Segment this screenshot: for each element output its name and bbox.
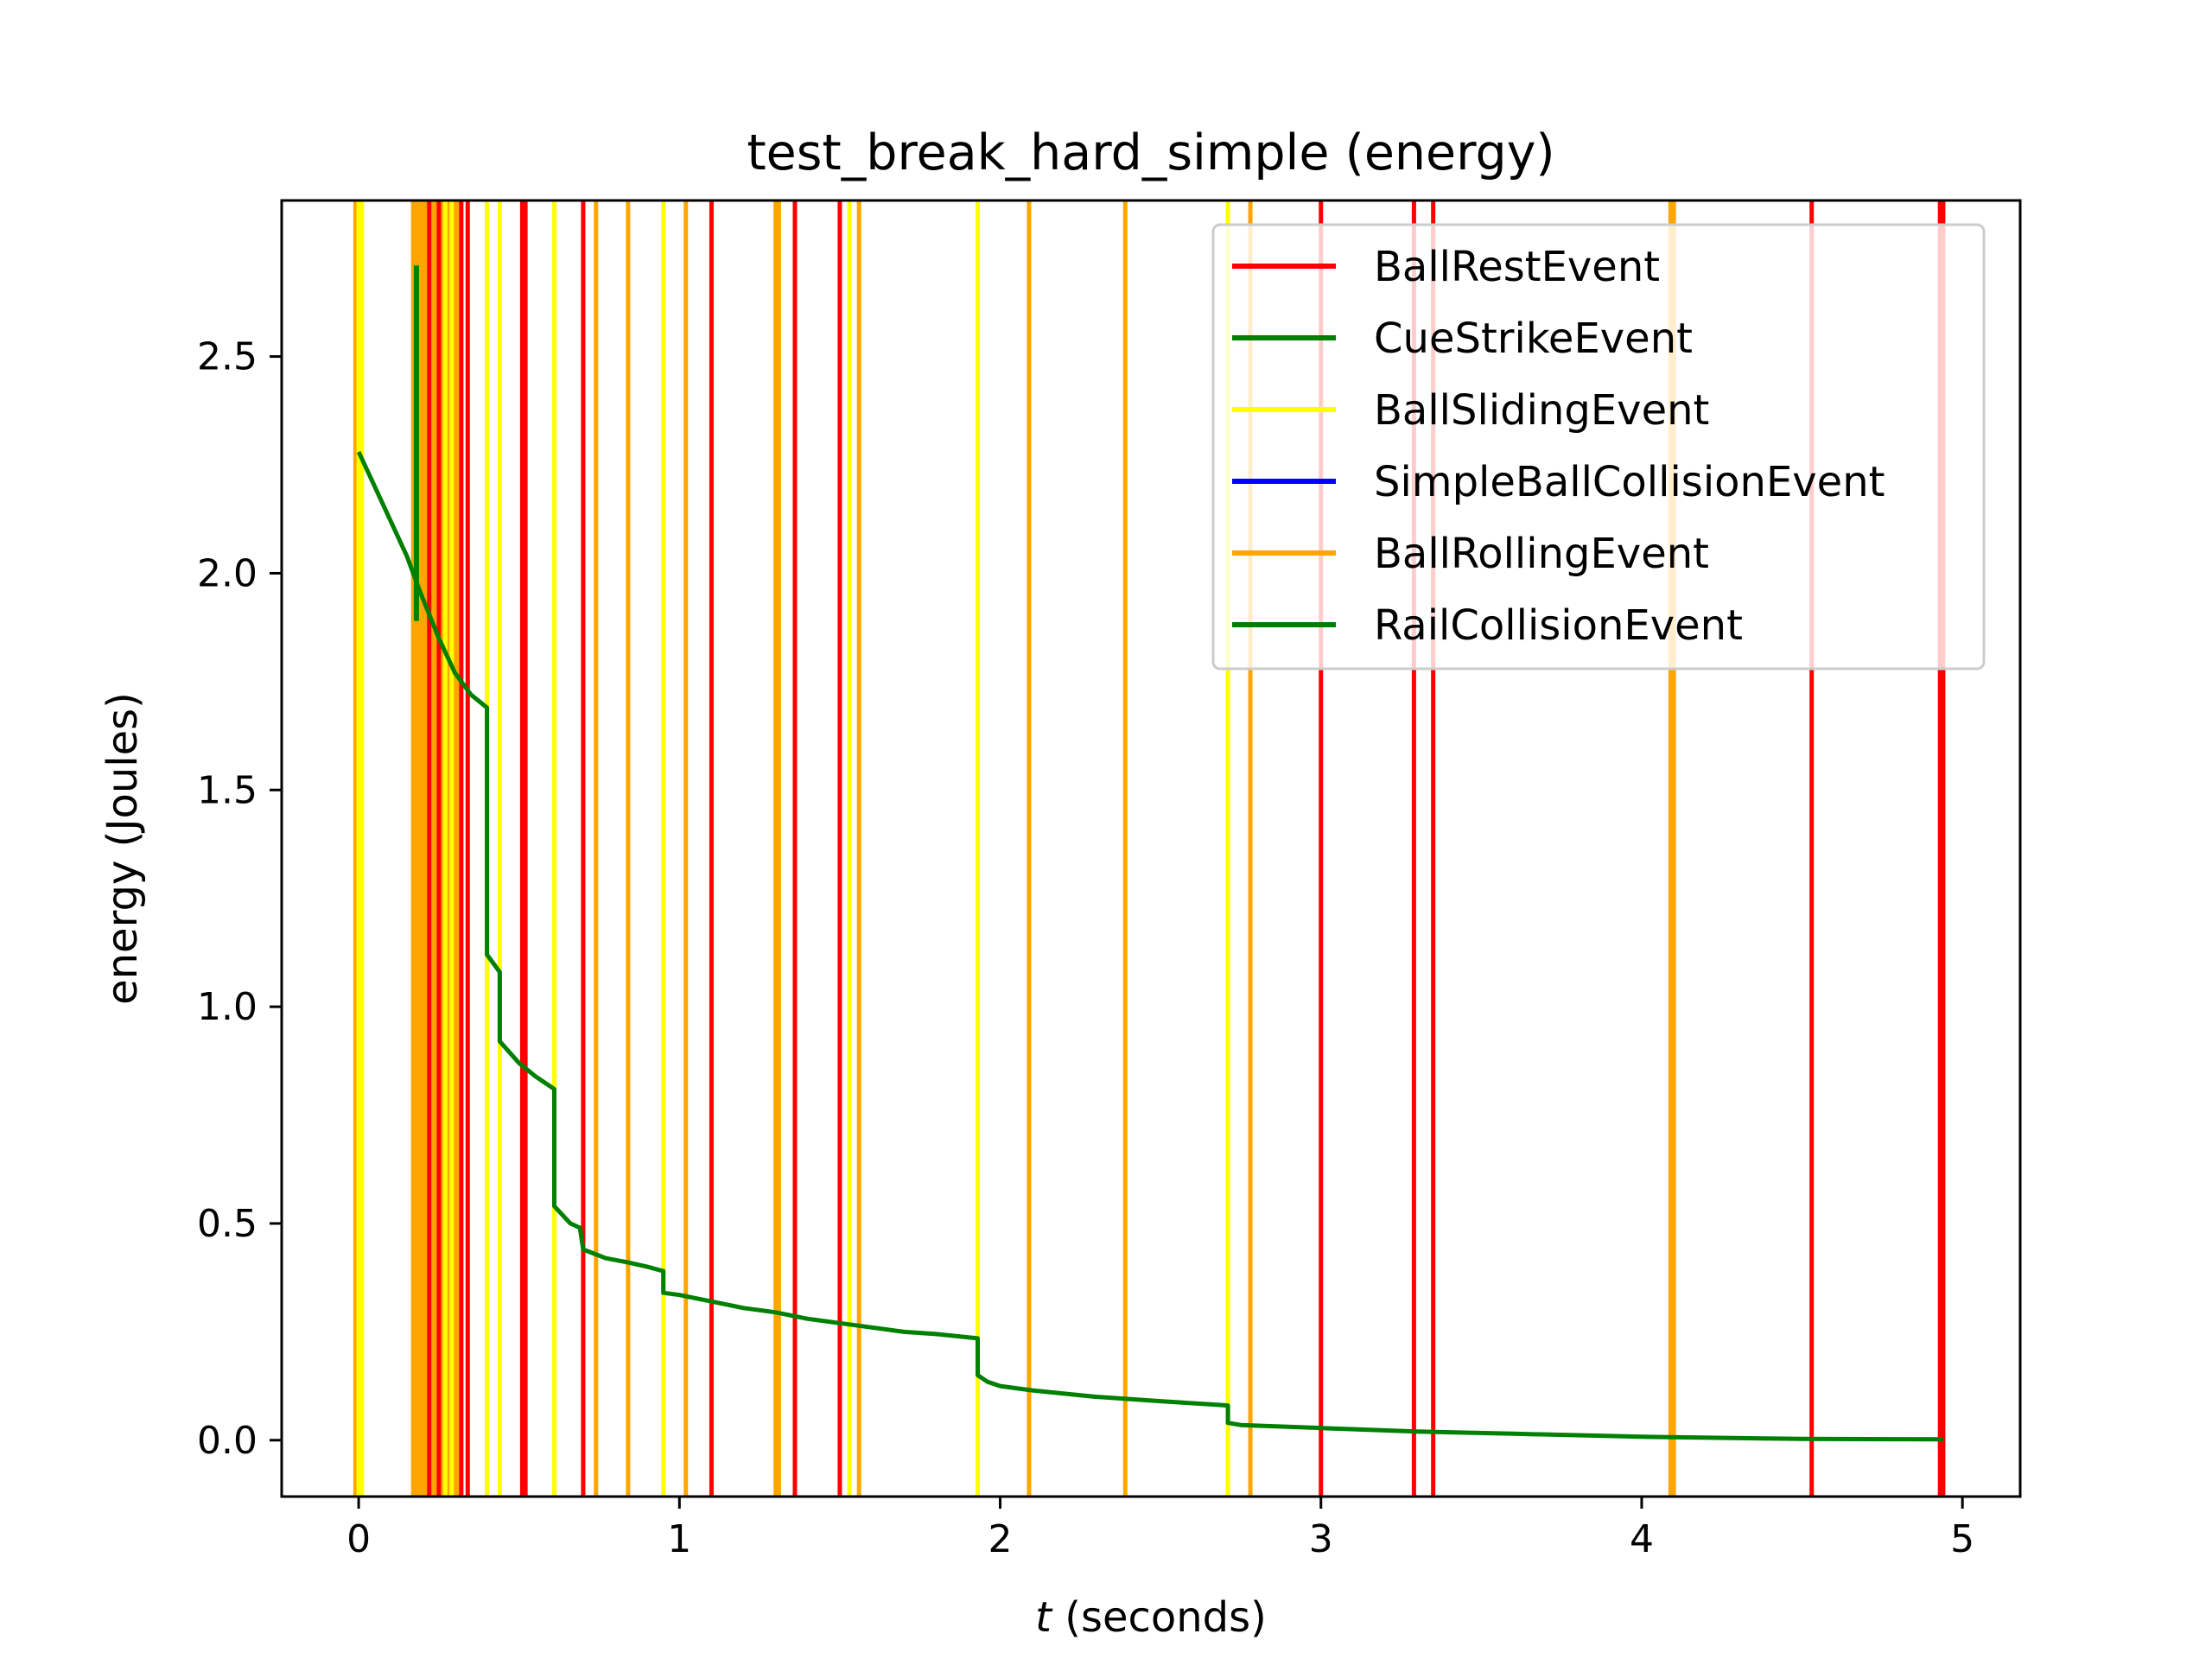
x-tick-label: 5 [1950, 1517, 1974, 1561]
legend-label: BallSlidingEvent [1374, 386, 1709, 435]
legend-label: BallRollingEvent [1374, 530, 1709, 578]
plot-content [353, 200, 1946, 1497]
series-line [356, 450, 1943, 1442]
x-tick-label: 3 [1309, 1517, 1333, 1561]
x-tick-label: 2 [988, 1517, 1013, 1561]
plot-area: 0 1 2 3 4 5 0.0 0.5 1.0 1.5 2.0 2.5 BallRestEvent Cue… [197, 199, 2022, 1561]
y-tick-label: 0.5 [197, 1202, 257, 1246]
x-axis-label-rest: (seconds) [1052, 1593, 1267, 1642]
x-tick-label: 1 [667, 1517, 691, 1561]
x-tick-label: 0 [346, 1517, 371, 1561]
y-axis-label: energy (Joules) [99, 692, 147, 1005]
legend-label: RailCollisionEvent [1374, 601, 1743, 650]
y-tick-label: 0.0 [197, 1419, 257, 1463]
y-tick-label: 2.0 [197, 551, 257, 595]
legend-label: CueStrikeEvent [1374, 315, 1693, 363]
legend-label: BallRestEvent [1374, 243, 1660, 291]
event-lines-BallRestEvent [427, 200, 1946, 1497]
x-axis-label: t (seconds) [1035, 1593, 1267, 1642]
axes-frame [280, 199, 2022, 1498]
legend: BallRestEvent CueStrikeEvent BallSlidingEv… [1211, 223, 1986, 671]
chart-title: test_break_hard_simple (energy) [747, 124, 1554, 181]
legend-box [1211, 223, 1986, 671]
x-tick-label: 4 [1630, 1517, 1654, 1561]
legend-label: SimpleBallCollisionEvent [1374, 458, 1885, 506]
y-tick-label: 1.0 [197, 985, 257, 1029]
x-axis-label-italic: t [1035, 1593, 1053, 1642]
y-tick-label: 1.5 [197, 768, 257, 812]
y-tick-label: 2.5 [197, 335, 257, 379]
